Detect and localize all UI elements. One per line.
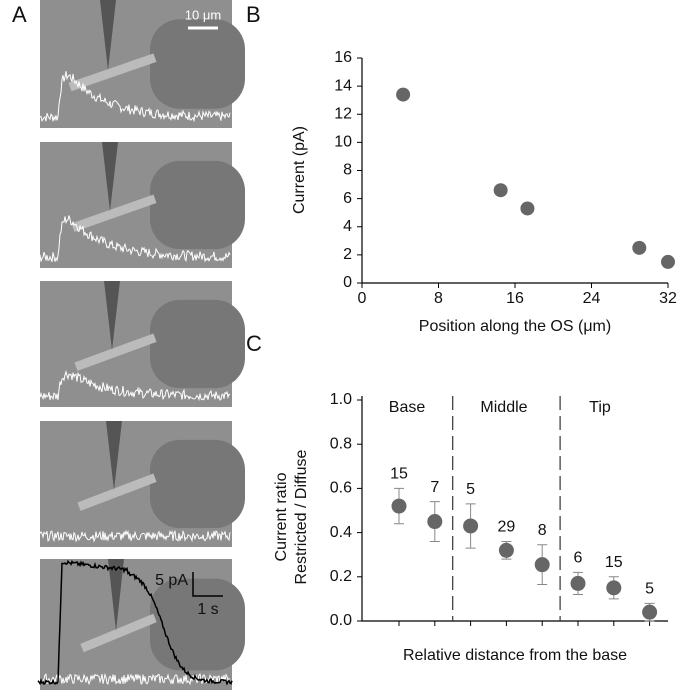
panel-label: C [246, 331, 262, 356]
y-tick-label: 0.2 [330, 568, 352, 585]
x-tick-label: 16 [506, 290, 524, 307]
point [493, 183, 508, 198]
point [534, 557, 550, 573]
n-label: 7 [430, 479, 439, 496]
y-tick-label: 2 [343, 246, 352, 263]
point [391, 498, 407, 514]
y-tick-label: 0.4 [330, 524, 352, 541]
point [520, 201, 535, 216]
panel-label: B [246, 2, 261, 27]
y-tick-label: 0.0 [330, 612, 352, 629]
n-label: 15 [390, 466, 408, 483]
trace [39, 672, 231, 686]
outer-segment [71, 194, 157, 232]
y-tick-label: 8 [343, 162, 352, 179]
x-tick-label: 24 [583, 290, 601, 307]
trace [39, 71, 231, 123]
y-tick-label: 0.8 [330, 435, 352, 452]
y-tick-label: 4 [343, 218, 352, 235]
pipette [104, 281, 120, 351]
pipette [102, 142, 118, 212]
point [570, 575, 586, 591]
pipette [108, 559, 124, 632]
trace [39, 215, 231, 263]
y-tick-label: 10 [334, 134, 352, 151]
cell-body [150, 19, 245, 109]
point [661, 254, 675, 269]
outer-segment [68, 53, 157, 92]
y-tick-label: 6 [343, 190, 352, 207]
y-tick-label: 14 [334, 77, 352, 94]
n-label: 5 [645, 581, 654, 598]
outer-segment [77, 473, 157, 511]
point [606, 580, 622, 596]
y-axis-label: Restricted / Diffuse [293, 449, 310, 584]
x-tick-label: 32 [659, 290, 677, 307]
y-tick-label: 12 [334, 105, 352, 122]
scale-label: 10 μm [185, 7, 221, 22]
x-axis-label: Relative distance from the base [403, 647, 627, 664]
panel-label: A [12, 2, 27, 27]
y-tick-label: 0.6 [330, 480, 352, 497]
y-tick-label: 0 [343, 274, 352, 291]
n-label: 5 [466, 481, 475, 498]
cell-body [150, 160, 245, 250]
point [498, 542, 514, 558]
trace [37, 559, 233, 686]
n-label: 29 [498, 519, 516, 536]
point [396, 87, 411, 102]
n-label: 6 [574, 550, 583, 567]
n-label: 8 [538, 522, 547, 539]
cell-body [150, 578, 245, 671]
region-label: Base [389, 399, 426, 416]
trace [39, 529, 231, 543]
region-label: Middle [480, 399, 527, 416]
cell-body [150, 299, 245, 389]
x-axis-label: Position along the OS (μm) [419, 318, 611, 335]
scale-label: 1 s [197, 601, 218, 618]
y-axis-label: Current ratio [273, 472, 290, 561]
pipette [106, 421, 122, 491]
n-label: 15 [605, 554, 623, 571]
x-tick-label: 8 [434, 290, 443, 307]
outer-segment [80, 613, 157, 653]
cell-body [150, 439, 245, 529]
outer-segment [74, 333, 157, 371]
trace [39, 369, 231, 402]
region-label: Tip [589, 399, 611, 416]
y-tick-label: 1.0 [330, 391, 352, 408]
scale-label: 5 pA [155, 572, 188, 589]
x-tick-label: 0 [358, 290, 367, 307]
axis [361, 396, 668, 622]
point [427, 514, 443, 530]
point [632, 240, 647, 255]
y-tick-label: 16 [334, 49, 352, 66]
point [642, 604, 658, 620]
point [463, 518, 479, 534]
scale-bar [192, 572, 223, 597]
pipette [100, 0, 116, 71]
y-axis-label: Current (pA) [291, 126, 308, 214]
